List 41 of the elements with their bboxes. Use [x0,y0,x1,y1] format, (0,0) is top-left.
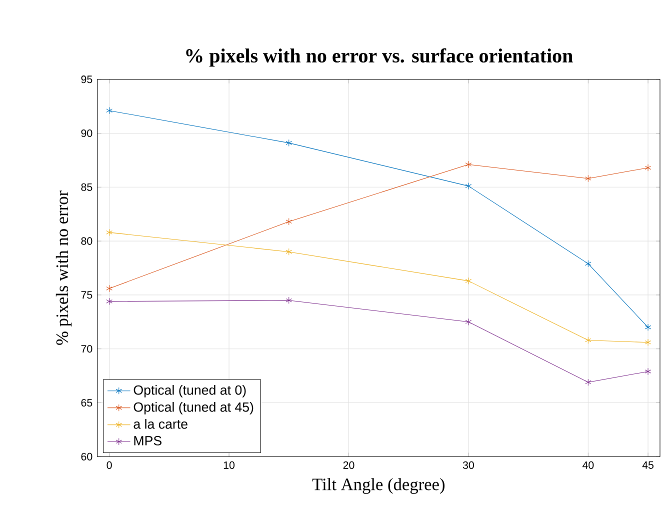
y-tick-label: 80 [81,237,92,245]
legend-label: MPS [134,436,162,446]
legend-label: Optical (tuned at 45) [134,402,254,414]
point [644,324,652,331]
x-tick-label: 30 [462,461,474,469]
point [465,160,472,168]
point [106,228,112,236]
point [465,318,472,326]
point [106,298,112,306]
point [585,378,592,386]
point [465,277,472,285]
point [644,368,652,376]
y-axis-title: % pixels with no error [56,190,72,345]
point [286,248,292,256]
point [644,164,652,172]
x-axis-title: Tilt Angle (degree) [312,478,445,494]
point [585,336,592,344]
y-tick-label: 65 [81,398,92,407]
x-tick-label: 45 [642,461,654,469]
point [286,296,292,304]
point [585,174,592,182]
y-tick-label: 85 [81,183,92,191]
x-tick-label: 10 [224,461,235,469]
x-tick-label: 0 [106,461,112,469]
legend-label: a la carte [134,418,188,429]
point [106,106,112,114]
point [644,338,652,346]
point [286,218,292,226]
y-tick-label: 90 [81,129,92,138]
x-tick-label: 20 [343,461,354,469]
point [286,139,292,147]
point [585,260,592,268]
y-tick-label: 70 [81,345,92,353]
x-tick-label: 40 [582,461,594,469]
y-tick-label: 95 [81,76,92,84]
point [465,182,472,190]
chart-title: % pixels with no error vs. surface orientation [186,48,573,67]
y-tick-label: 75 [81,291,92,299]
point [106,284,112,292]
legend-label: Optical (tuned at 0) [134,385,246,398]
y-tick-label: 60 [81,452,92,460]
